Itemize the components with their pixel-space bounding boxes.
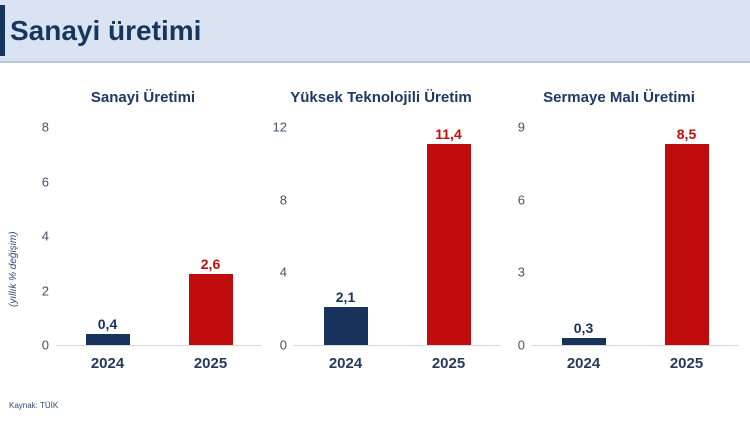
bar-slot-2024: 0,3 [532, 127, 635, 345]
bar-value-label: 2,6 [200, 256, 221, 273]
slide-header: Sanayi üretimi [0, 0, 750, 63]
header-accent-bar [0, 5, 5, 56]
bar-2025 [664, 144, 709, 345]
y-axis-tick-label: 0 [41, 337, 49, 353]
bar-slot-2025: 8,5 [635, 127, 738, 345]
y-axis: 0 4 8 12 [262, 121, 294, 352]
plot-area: 2,1 11,4 [294, 127, 500, 346]
x-axis-category-label: 2025 [431, 355, 466, 372]
bar-slot-2024: 2,1 [294, 127, 397, 345]
x-axis-category-label: 2025 [193, 355, 228, 372]
y-axis-tick-label: 8 [279, 192, 287, 208]
bars-group: 0,3 8,5 [532, 127, 738, 345]
chart-yuksek-teknolojili-uretim: Yüksek Teknolojili Üretim 0 4 8 12 2,1 11,4 … [262, 89, 500, 372]
y-axis-tick-label: 8 [41, 119, 49, 135]
x-axis-category-label: 2024 [90, 355, 125, 372]
bar-value-label: 0,4 [97, 316, 118, 333]
bar-value-label: 0,3 [573, 319, 594, 336]
y-axis-tick-label: 0 [517, 337, 525, 353]
y-axis-tick-label: 2 [41, 283, 49, 298]
chart-title: Yüksek Teknolojili Üretim [290, 89, 472, 106]
x-axis: 2024 2025 [294, 346, 500, 372]
bar-value-label: 11,4 [435, 126, 462, 142]
bar-value-label: 2,1 [335, 288, 356, 305]
bar-slot-2025: 2,6 [159, 127, 262, 345]
y-axis-tick-label: 4 [41, 228, 49, 244]
y-axis-tick-label: 6 [41, 174, 49, 189]
bar-2025 [188, 274, 233, 345]
y-axis-tick-label: 0 [279, 337, 287, 353]
page-title: Sanayi üretimi [10, 14, 202, 46]
bars-group: 2,1 11,4 [294, 127, 500, 345]
y-axis-tick-label: 3 [517, 264, 525, 280]
x-axis: 2024 2025 [56, 346, 262, 372]
chart-sanayi-uretimi: Sanayi Üretimi 0 2 4 6 8 0,4 2,6 2024 2025 [24, 89, 262, 372]
y-axis-tick-label: 4 [279, 264, 287, 280]
x-axis: 2024 2025 [532, 346, 738, 372]
source-note: Kaynak: TÜİK [9, 401, 59, 410]
x-axis-category-label: 2025 [669, 355, 704, 372]
x-axis-category-label: 2024 [328, 355, 363, 372]
chart-title: Sermaye Malı Üretimi [543, 89, 695, 106]
bar-2024 [85, 334, 130, 345]
bar-2024 [323, 306, 368, 345]
plot-area: 0,4 2,6 [56, 127, 262, 346]
y-axis-title: (yıllık % değişim) [8, 231, 19, 307]
y-axis: 0 3 6 9 [500, 121, 532, 352]
y-axis-tick-label: 6 [517, 192, 525, 208]
bar-slot-2024: 0,4 [56, 127, 159, 345]
chart-title: Sanayi Üretimi [90, 89, 196, 106]
y-axis-tick-label: 12 [272, 119, 287, 135]
y-axis: 0 2 4 6 8 [24, 121, 56, 352]
plot-area: 0,3 8,5 [532, 127, 738, 346]
bars-group: 0,4 2,6 [56, 127, 262, 345]
y-axis-tick-label: 9 [517, 119, 525, 135]
bar-slot-2025: 11,4 [397, 127, 500, 345]
bar-value-label: 8,5 [676, 126, 697, 142]
x-axis-category-label: 2024 [566, 355, 601, 372]
bar-2024 [561, 337, 606, 345]
charts-figure: (yıllık % değişim) Sanayi Üretimi 0 2 4 6 8 … [0, 63, 750, 372]
bar-2025 [426, 144, 471, 345]
